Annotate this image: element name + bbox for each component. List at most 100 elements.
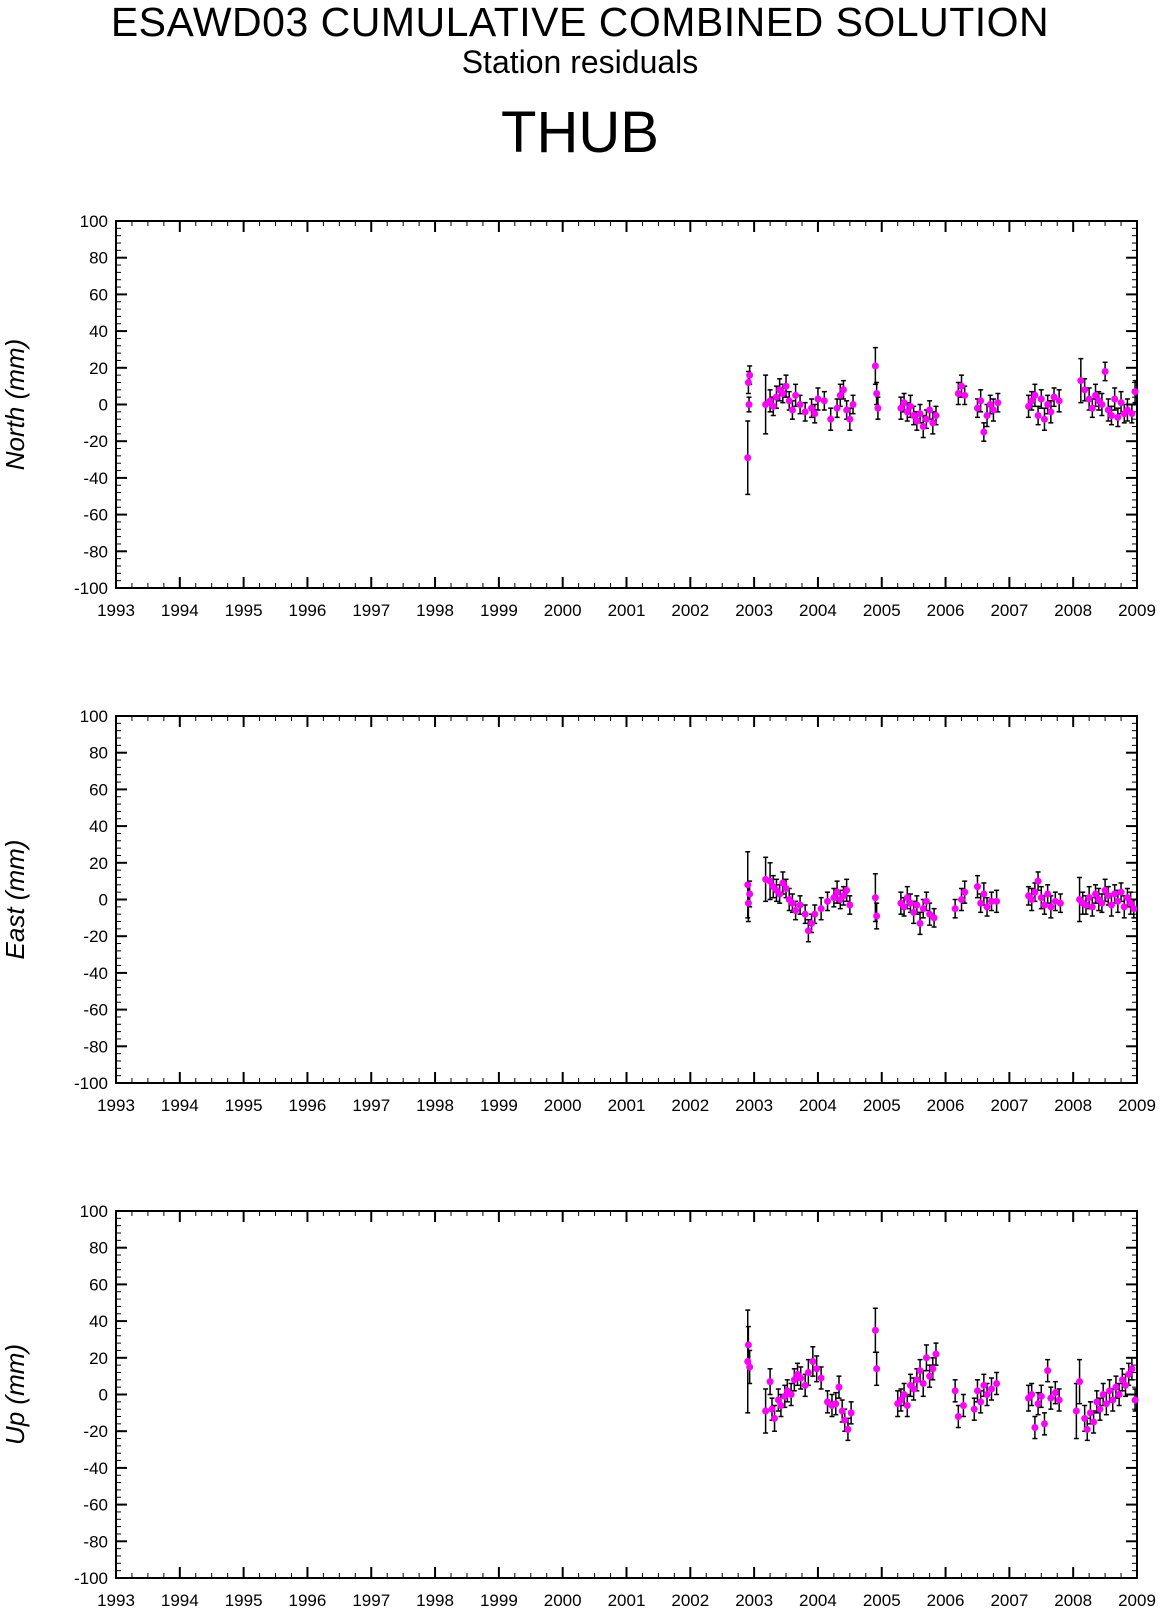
north-data-point bbox=[922, 415, 930, 423]
up-data-point bbox=[919, 1379, 927, 1387]
up-data-point bbox=[932, 1350, 940, 1358]
east-data-point bbox=[817, 905, 825, 913]
east-y-tick-label: -40 bbox=[83, 964, 108, 983]
north-data-point bbox=[1128, 410, 1136, 418]
north-data-point bbox=[874, 404, 882, 412]
north-y-tick-label: 0 bbox=[99, 396, 108, 415]
north-data-point bbox=[744, 378, 752, 386]
up-x-tick-label: 2009 bbox=[1118, 1591, 1156, 1610]
east-x-tick-label: 1998 bbox=[416, 1096, 454, 1115]
up-data-point bbox=[1128, 1365, 1136, 1373]
up-data-point bbox=[897, 1396, 905, 1404]
north-data-point bbox=[836, 391, 844, 399]
up-data-point bbox=[873, 1365, 881, 1373]
east-x-tick-label: 1995 bbox=[225, 1096, 263, 1115]
up-data-point bbox=[1044, 1367, 1052, 1375]
north-data-point bbox=[1047, 408, 1055, 416]
north-data-point bbox=[980, 428, 988, 436]
north-x-tick-label: 1995 bbox=[225, 601, 263, 620]
east-data-point bbox=[1085, 894, 1093, 902]
up-data-point bbox=[1031, 1424, 1039, 1432]
east-data-point bbox=[830, 894, 838, 902]
up-x-tick-label: 2005 bbox=[863, 1591, 901, 1610]
north-data-point bbox=[1077, 377, 1085, 385]
east-data-point bbox=[977, 899, 985, 907]
north-y-tick-label: -100 bbox=[74, 579, 108, 598]
north-data-point bbox=[897, 404, 905, 412]
up-data-point bbox=[1076, 1378, 1084, 1386]
north-data-point bbox=[983, 412, 991, 420]
up-y-tick-label: 80 bbox=[89, 1239, 108, 1258]
east-data-point bbox=[1034, 877, 1042, 885]
up-data-point bbox=[746, 1363, 754, 1371]
up-x-tick-label: 2001 bbox=[608, 1591, 646, 1610]
north-panel: 1993 1994 1995 1996 1997 1998 1999 2000 2001 2002… bbox=[0, 212, 1156, 620]
north-data-point bbox=[796, 401, 804, 408]
east-data-point bbox=[988, 897, 996, 905]
east-x-tick-label: 2009 bbox=[1118, 1096, 1156, 1115]
east-data-point bbox=[1107, 901, 1115, 909]
up-y-tick-label: 40 bbox=[89, 1312, 108, 1331]
east-data-point bbox=[1120, 903, 1128, 911]
east-data-point bbox=[792, 907, 800, 915]
east-x-tick-label: 1997 bbox=[352, 1096, 390, 1115]
east-data-point bbox=[1088, 903, 1096, 911]
up-data-point bbox=[844, 1425, 852, 1433]
east-data-point bbox=[796, 901, 804, 909]
east-data-point bbox=[1047, 903, 1055, 911]
east-data-point bbox=[903, 894, 911, 902]
up-x-tick-label: 1995 bbox=[225, 1591, 263, 1610]
up-data-point bbox=[903, 1402, 911, 1410]
east-data-point bbox=[983, 903, 991, 911]
east-y-tick-label: 60 bbox=[89, 780, 108, 799]
east-data-point bbox=[922, 897, 930, 905]
north-y-tick-label: -80 bbox=[83, 542, 108, 561]
east-data-point bbox=[1044, 890, 1052, 898]
up-x-tick-label: 1993 bbox=[97, 1591, 135, 1610]
up-data-point bbox=[804, 1368, 812, 1376]
up-data-point bbox=[813, 1365, 821, 1373]
up-data-point bbox=[781, 1392, 789, 1400]
east-data-point bbox=[776, 890, 784, 898]
up-data-point bbox=[817, 1374, 825, 1382]
north-data-point bbox=[871, 362, 879, 370]
north-data-point bbox=[1085, 395, 1093, 403]
east-data-point bbox=[808, 919, 816, 927]
east-data-point bbox=[1028, 896, 1036, 903]
up-data-point bbox=[1086, 1409, 1094, 1417]
up-data-point bbox=[1106, 1387, 1114, 1395]
north-data-point bbox=[977, 397, 985, 405]
east-data-point bbox=[788, 899, 796, 907]
east-data-point bbox=[873, 912, 881, 920]
up-panel: 1993 1994 1995 1996 1997 1998 1999 2000 2001 2002… bbox=[0, 1202, 1156, 1610]
up-x-tick-label: 1997 bbox=[352, 1591, 390, 1610]
up-data-point bbox=[922, 1354, 930, 1362]
east-data-point bbox=[1127, 899, 1135, 907]
up-data-point bbox=[809, 1357, 817, 1365]
up-data-point bbox=[900, 1391, 908, 1398]
north-data-point bbox=[873, 389, 881, 397]
up-data-point bbox=[973, 1387, 981, 1395]
up-y-tick-label: 100 bbox=[80, 1202, 108, 1221]
east-x-tick-label: 2005 bbox=[863, 1096, 901, 1115]
east-x-tick-label: 2007 bbox=[990, 1096, 1028, 1115]
north-data-point bbox=[1050, 393, 1058, 401]
north-y-tick-label: 20 bbox=[89, 359, 108, 378]
north-data-point bbox=[1025, 402, 1033, 410]
up-data-point bbox=[871, 1326, 879, 1334]
up-data-point bbox=[777, 1402, 785, 1410]
north-data-point bbox=[1114, 413, 1122, 421]
north-x-tick-label: 1996 bbox=[289, 601, 327, 620]
up-x-tick-label: 2003 bbox=[735, 1591, 773, 1610]
east-data-point bbox=[1111, 890, 1119, 898]
up-x-tick-label: 2002 bbox=[671, 1591, 709, 1610]
up-y-tick-label: -20 bbox=[83, 1422, 108, 1441]
north-data-point bbox=[827, 415, 835, 423]
up-data-point bbox=[1115, 1391, 1123, 1398]
up-y-tick-label: -100 bbox=[74, 1569, 108, 1588]
north-data-point bbox=[745, 401, 753, 408]
up-data-point bbox=[1051, 1389, 1059, 1397]
north-x-tick-label: 2004 bbox=[799, 601, 837, 620]
north-x-tick-label: 2003 bbox=[735, 601, 773, 620]
north-y-tick-label: -40 bbox=[83, 469, 108, 488]
